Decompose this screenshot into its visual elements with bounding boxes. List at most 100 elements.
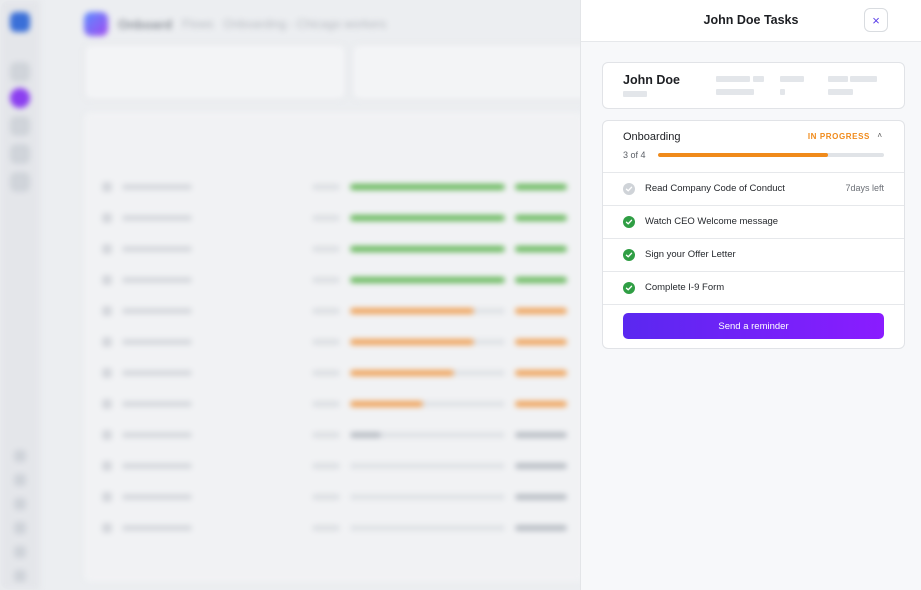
rail-bottom-icon[interactable] xyxy=(14,522,26,534)
user-name: John Doe xyxy=(623,73,680,87)
row-checkbox[interactable] xyxy=(102,368,112,378)
row-status-placeholder xyxy=(515,494,567,500)
row-checkbox[interactable] xyxy=(102,337,112,347)
row-progress-fill xyxy=(350,370,454,376)
row-date-placeholder xyxy=(312,184,340,190)
row-progress-fill xyxy=(350,184,505,190)
row-name-placeholder xyxy=(122,339,192,345)
row-name-placeholder xyxy=(122,246,192,252)
task-due-text: 7days left xyxy=(845,183,884,193)
table-row[interactable] xyxy=(102,304,582,318)
row-date-placeholder xyxy=(312,463,340,469)
task-item[interactable]: Sign your Offer Letter xyxy=(603,239,904,271)
rail-bottom-icon[interactable] xyxy=(14,498,26,510)
row-status-placeholder xyxy=(515,246,567,252)
table-row[interactable] xyxy=(102,335,582,349)
row-progress-bar xyxy=(350,494,505,500)
row-date-placeholder xyxy=(312,277,340,283)
row-progress-fill xyxy=(350,432,381,438)
row-status-placeholder xyxy=(515,215,567,221)
placeholder-text xyxy=(753,76,764,82)
row-status-placeholder xyxy=(515,463,567,469)
row-progress-bar xyxy=(350,308,505,314)
placeholder-text xyxy=(623,91,647,97)
row-checkbox[interactable] xyxy=(102,523,112,533)
row-name-placeholder xyxy=(122,277,192,283)
background-table xyxy=(84,112,584,582)
close-icon: × xyxy=(872,12,880,28)
row-checkbox[interactable] xyxy=(102,213,112,223)
row-status-placeholder xyxy=(515,339,567,345)
row-checkbox[interactable] xyxy=(102,275,112,285)
row-progress-bar xyxy=(350,401,505,407)
rail-nav-icon[interactable] xyxy=(10,62,30,82)
placeholder-text xyxy=(780,76,804,82)
task-item[interactable]: Watch CEO Welcome message xyxy=(603,206,904,238)
check-circle-icon xyxy=(623,216,635,228)
breadcrumb-item[interactable]: Flows xyxy=(182,17,214,31)
row-checkbox[interactable] xyxy=(102,182,112,192)
chevron-up-icon[interactable]: ˄ xyxy=(877,131,882,140)
check-circle-icon xyxy=(623,249,635,261)
breadcrumb-item[interactable]: Onboarding - Chicago workers xyxy=(223,17,387,31)
rail-bottom-icon[interactable] xyxy=(14,570,26,582)
table-row[interactable] xyxy=(102,211,582,225)
table-row[interactable] xyxy=(102,366,582,380)
row-checkbox[interactable] xyxy=(102,306,112,316)
row-status-placeholder xyxy=(515,184,567,190)
row-name-placeholder xyxy=(122,463,192,469)
task-label: Watch CEO Welcome message xyxy=(645,216,779,227)
row-name-placeholder xyxy=(122,525,192,531)
rail-bottom-icon[interactable] xyxy=(14,474,26,486)
row-date-placeholder xyxy=(312,339,340,345)
row-status-placeholder xyxy=(515,277,567,283)
table-row[interactable] xyxy=(102,242,582,256)
task-item[interactable]: Complete I-9 Form xyxy=(603,272,904,304)
rail-nav-active-icon[interactable] xyxy=(10,88,30,108)
table-row[interactable] xyxy=(102,397,582,411)
row-checkbox[interactable] xyxy=(102,244,112,254)
app-logo-icon xyxy=(10,12,30,32)
row-name-placeholder xyxy=(122,494,192,500)
row-date-placeholder xyxy=(312,525,340,531)
row-name-placeholder xyxy=(122,370,192,376)
task-label: Read Company Code of Conduct xyxy=(645,183,785,194)
row-name-placeholder xyxy=(122,215,192,221)
table-row[interactable] xyxy=(102,180,582,194)
table-row[interactable] xyxy=(102,521,582,535)
rail-nav-icon[interactable] xyxy=(10,116,30,136)
row-checkbox[interactable] xyxy=(102,492,112,502)
row-progress-bar xyxy=(350,463,505,469)
divider xyxy=(603,205,904,206)
close-button[interactable]: × xyxy=(864,8,888,32)
row-status-placeholder xyxy=(515,370,567,376)
row-progress-fill xyxy=(350,215,505,221)
send-reminder-button[interactable]: Send a reminder xyxy=(623,313,884,339)
background-stat-card xyxy=(352,44,592,100)
row-checkbox[interactable] xyxy=(102,461,112,471)
table-row[interactable] xyxy=(102,459,582,473)
row-date-placeholder xyxy=(312,432,340,438)
row-checkbox[interactable] xyxy=(102,399,112,409)
divider xyxy=(603,271,904,272)
pending-check-icon xyxy=(623,183,635,195)
rail-bottom-icon[interactable] xyxy=(14,546,26,558)
rail-nav-icon[interactable] xyxy=(10,172,30,192)
onboard-app-icon xyxy=(84,12,108,36)
background-header: Onboard Flows Onboarding - Chicago worke… xyxy=(84,12,386,36)
rail-bottom-icon[interactable] xyxy=(14,450,26,462)
row-date-placeholder xyxy=(312,246,340,252)
table-row[interactable] xyxy=(102,273,582,287)
flow-status-badge: IN PROGRESS xyxy=(807,132,870,141)
table-row[interactable] xyxy=(102,490,582,504)
task-label: Sign your Offer Letter xyxy=(645,249,736,260)
task-item[interactable]: Read Company Code of Conduct 7days left xyxy=(603,173,904,205)
user-card: John Doe xyxy=(602,62,905,109)
row-progress-bar xyxy=(350,339,505,345)
rail-nav-icon[interactable] xyxy=(10,144,30,164)
placeholder-text xyxy=(716,89,754,95)
flow-title: Onboarding xyxy=(623,131,681,143)
row-checkbox[interactable] xyxy=(102,430,112,440)
table-row[interactable] xyxy=(102,428,582,442)
